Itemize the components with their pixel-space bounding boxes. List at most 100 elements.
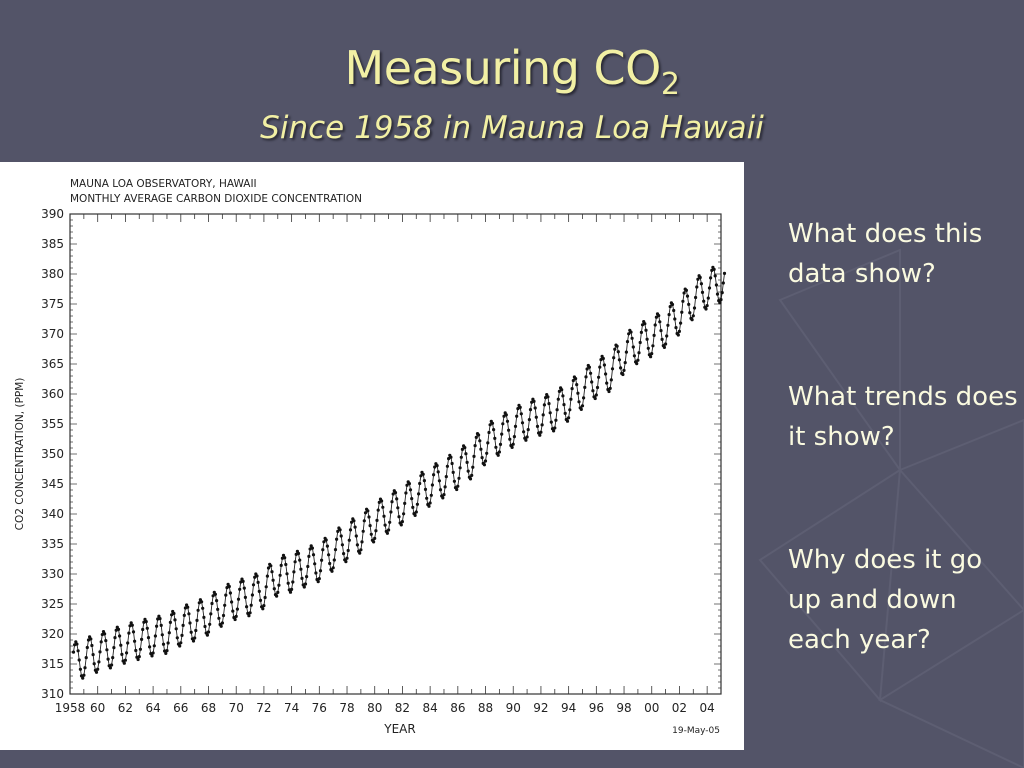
data-point — [653, 323, 657, 327]
data-point — [471, 465, 475, 469]
data-point — [487, 430, 491, 435]
slide-title-subscript: 2 — [660, 67, 680, 103]
data-point — [510, 445, 514, 449]
data-point — [348, 528, 353, 532]
data-point — [428, 501, 432, 505]
question-2: What trends does it show? — [788, 382, 1018, 452]
data-point — [227, 584, 231, 589]
data-point — [359, 548, 363, 552]
data-point — [342, 552, 346, 556]
data-point — [688, 311, 692, 315]
y-tick-label: 390 — [41, 207, 64, 221]
data-point — [133, 639, 137, 643]
data-point — [714, 283, 719, 287]
data-point — [164, 651, 168, 655]
data-point — [667, 313, 671, 317]
x-tick-label: 62 — [118, 701, 133, 715]
data-point — [104, 639, 108, 643]
data-point — [215, 599, 219, 603]
data-point — [584, 375, 588, 379]
data-point — [395, 497, 399, 501]
data-point — [360, 540, 364, 544]
x-tick-label: 60 — [90, 701, 105, 715]
data-point — [194, 628, 198, 633]
data-point — [318, 569, 323, 573]
data-point — [591, 389, 595, 393]
data-point — [172, 611, 176, 616]
data-point — [500, 432, 504, 436]
data-point — [668, 305, 672, 309]
data-point — [532, 399, 536, 403]
data-point — [361, 529, 365, 533]
data-point — [130, 623, 134, 627]
data-point — [707, 286, 712, 290]
data-point — [518, 405, 522, 409]
data-point — [277, 583, 281, 587]
data-point — [602, 363, 607, 367]
data-point — [317, 577, 321, 581]
data-point — [511, 442, 515, 446]
data-point — [468, 477, 473, 481]
data-point — [685, 294, 690, 298]
data-point — [644, 328, 648, 332]
x-tick-label: 74 — [284, 701, 299, 715]
data-point — [598, 365, 602, 369]
data-point — [266, 566, 271, 570]
data-point — [410, 497, 414, 501]
data-point — [270, 570, 274, 574]
data-point — [396, 506, 400, 510]
data-point — [264, 585, 268, 589]
co2-series-line — [73, 266, 725, 680]
data-point — [597, 375, 601, 379]
data-point — [405, 483, 409, 487]
data-point — [165, 649, 169, 653]
data-point — [695, 285, 699, 289]
data-point — [651, 344, 655, 348]
data-point — [622, 368, 626, 372]
data-point — [306, 564, 310, 569]
data-point — [174, 627, 178, 631]
data-point — [358, 551, 362, 555]
data-point — [438, 488, 443, 492]
data-point — [672, 308, 676, 313]
co2-chart: MAUNA LOA OBSERVATORY, HAWAII MONTHLY AV… — [14, 178, 727, 736]
data-point — [702, 299, 706, 303]
data-point — [393, 491, 398, 495]
data-point — [679, 321, 683, 325]
data-point — [539, 430, 543, 434]
data-point — [399, 523, 403, 527]
data-point — [691, 314, 695, 318]
data-point — [330, 569, 334, 573]
data-point — [113, 636, 117, 640]
data-point — [612, 356, 616, 360]
data-point — [298, 558, 302, 562]
data-point — [535, 424, 540, 428]
question-3: Why does it go up and down each year? — [788, 545, 983, 655]
data-point — [288, 590, 293, 594]
data-point — [418, 481, 422, 486]
data-point — [188, 621, 192, 625]
data-point — [354, 534, 358, 538]
data-point — [660, 337, 664, 341]
data-point — [632, 354, 637, 358]
data-point — [595, 385, 600, 390]
data-point — [583, 385, 587, 389]
data-point — [421, 472, 425, 476]
data-point — [455, 487, 459, 492]
data-point — [441, 496, 445, 500]
data-point — [488, 423, 492, 427]
data-point — [167, 631, 171, 635]
data-point — [563, 411, 567, 415]
data-point — [696, 277, 700, 281]
data-point — [181, 623, 185, 627]
y-axis-label: CO2 CONCENTRATION, (PPM) — [14, 378, 26, 531]
data-point — [94, 670, 99, 674]
data-point — [639, 330, 644, 334]
data-point — [687, 302, 691, 306]
y-tick-label: 370 — [41, 327, 64, 341]
data-point — [338, 528, 342, 532]
x-axis-label: YEAR — [383, 722, 415, 736]
data-point — [186, 605, 190, 609]
data-point — [579, 407, 583, 411]
data-point — [187, 612, 191, 616]
